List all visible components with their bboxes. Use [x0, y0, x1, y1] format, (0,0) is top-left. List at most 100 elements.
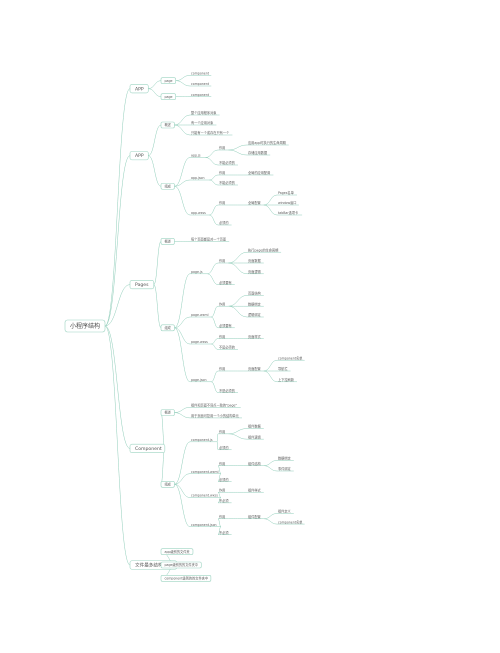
leaf-node-node: 作用 [218, 514, 229, 520]
leaf-node-component-wxss: component.wxss [190, 494, 221, 498]
leaf-node-label: 组件定义 [278, 509, 292, 514]
topic-node-label: page [165, 79, 173, 83]
leaf-node-label: tabBar选项卡 [278, 210, 299, 215]
leaf-node-app-json: app.json [190, 176, 210, 181]
connector-line [174, 157, 191, 187]
leaf-node-node: 不能必须的 [218, 160, 238, 166]
leaf-node-node: 作用 [218, 200, 229, 206]
connector-line [263, 513, 278, 520]
branch-node-pages: Pages [129, 280, 155, 290]
leaf-node-node: 全局配置 [247, 200, 264, 206]
leaf-node-label: 作用 [219, 200, 225, 205]
leaf-node-label: 数据绑定 [248, 301, 262, 306]
leaf-node-label: 必须的 [219, 445, 229, 450]
topic-node-box [160, 93, 176, 100]
leaf-node-node: 作用 [218, 145, 229, 151]
topic-node-label: app级别的文件夹 [165, 549, 191, 554]
leaf-node-node: 不必须 [218, 498, 232, 504]
leaf-node-node: 作用 [218, 461, 229, 466]
connector-line [148, 155, 162, 187]
leaf-node-label: page.json [191, 378, 207, 382]
connector-line [174, 327, 191, 383]
connector-line [209, 214, 219, 226]
connector-line [160, 412, 166, 449]
topic-node-page: page [160, 93, 176, 100]
connector-line [228, 433, 248, 440]
leaf-node-label: 上下拉刷新 [278, 377, 295, 382]
leaf-node-label: 组件逻辑 [248, 434, 262, 439]
leaf-node-label: 有一个应用对象 [191, 120, 214, 125]
branch-node-app: APP [129, 84, 149, 94]
leaf-node-component-js: component.js [190, 438, 218, 443]
leaf-node-node: 存储应用数据 [247, 150, 271, 156]
leaf-node-label: 必须要有 [219, 280, 232, 285]
leaf-node-label: 页面逻辑 [248, 269, 262, 274]
connector-line [217, 518, 222, 527]
connector-line [211, 305, 219, 318]
leaf-node-label: component.wxss [191, 494, 218, 498]
leaf-node-label: 作用 [219, 258, 225, 263]
connector-line [104, 325, 131, 449]
topic-node-box [160, 575, 212, 582]
leaf-node-node: 作用 [218, 334, 229, 339]
topic-node-node: 组成 [160, 480, 175, 488]
connector-line [174, 441, 191, 485]
branch-node-label: 文件最多结构速览 [135, 562, 172, 569]
leaf-node-page: 组件和页面不同点一致的"page" [190, 403, 241, 408]
topic-node-box [160, 561, 202, 569]
connector-line [175, 75, 191, 81]
connector-line [211, 316, 219, 329]
leaf-node-label: 作用 [219, 170, 225, 175]
connector-line [205, 157, 219, 166]
connector-line [209, 204, 219, 216]
leaf-node-app-wxss: app.wxss [190, 211, 210, 216]
leaf-node-node: 页面数据 [247, 258, 264, 264]
branch-node-app: APP [129, 151, 149, 161]
leaf-node-label: 组件样式 [248, 487, 262, 492]
topic-node-label: 概述 [165, 239, 172, 244]
leaf-node-label: page.js [191, 270, 203, 274]
leaf-node-label: 页面配置 [248, 366, 261, 371]
connector-line [263, 518, 278, 525]
leaf-node-component: component [190, 93, 212, 97]
topic-node-label: 组成 [165, 183, 172, 188]
branch-node-label: Pages [135, 282, 149, 288]
leaf-node-node: 作用 [218, 487, 229, 493]
leaf-node-tabbar: tabBar选项卡 [277, 210, 303, 216]
connector-line [205, 149, 219, 158]
connector-line [228, 305, 248, 318]
branch-node-component: Component [129, 443, 166, 453]
connector-line [217, 491, 221, 498]
leaf-node-label: 组件和页面不同点一致的"page" [191, 403, 237, 408]
leaf-node-label: 事件绑定 [278, 466, 292, 471]
leaf-node-label: 执行page的生命周期 [248, 247, 278, 252]
branch-node-label: Component [135, 446, 162, 452]
leaf-node-pages: Pages名单 [277, 190, 297, 196]
root-node-box [64, 319, 106, 333]
leaf-node-label: Pages名单 [278, 190, 295, 195]
topic-node-page: page [160, 77, 176, 84]
connector-line [263, 370, 278, 383]
leaf-node-node: 作用 [218, 170, 229, 176]
leaf-node-label: 应用app时执行的生命周期 [248, 140, 286, 145]
leaf-node-label: 不能必须的 [219, 180, 235, 185]
connector-line [211, 370, 219, 383]
leaf-node-label: 页面样式 [248, 334, 262, 339]
connector-line [211, 381, 219, 393]
leaf-node-node: 事件绑定 [277, 466, 294, 472]
connector-line [228, 144, 248, 151]
leaf-node-label: component.wxml [191, 470, 219, 474]
connector-line [174, 186, 191, 216]
branch-node-box [129, 443, 166, 453]
leaf-node-label: 逻辑绑定 [248, 312, 262, 317]
leaf-node-label: 导航栏 [278, 366, 288, 371]
leaf-node-label: 作用 [219, 429, 225, 434]
connector-line [148, 88, 162, 97]
leaf-node-node: 每个页面都是对一个页面 [190, 237, 230, 242]
topic-node-box [160, 548, 194, 555]
topic-node-node: 组成 [160, 182, 175, 190]
connector-line [228, 295, 248, 307]
leaf-node-component: component [190, 72, 212, 76]
leaf-node-label: 不必须 [219, 530, 229, 535]
